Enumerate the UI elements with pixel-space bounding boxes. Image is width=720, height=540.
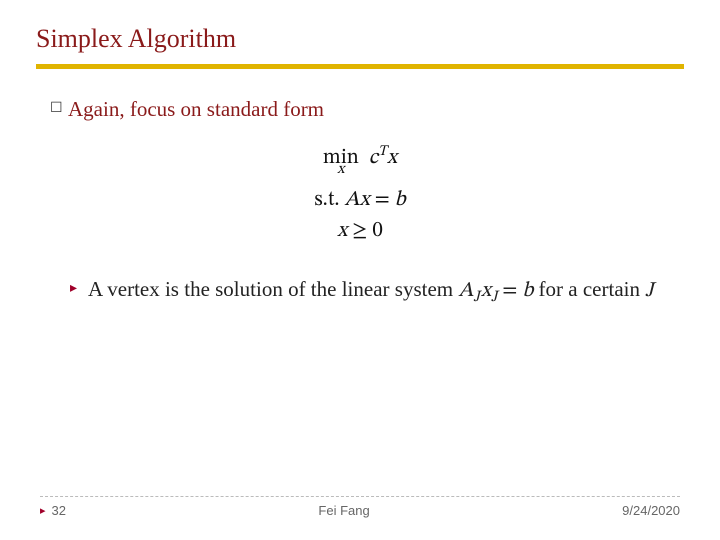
sub-text-post: for a certain <box>533 277 645 301</box>
inline-math-1: AJ xJ = b <box>458 280 533 301</box>
math-line-2: x ≥ 0 <box>50 215 670 247</box>
footer-row: ▸ 32 Fei Fang 9/24/2020 <box>40 503 680 518</box>
math-line-1: s.t. Ax = b <box>50 184 670 216</box>
footer-arrow-icon: ▸ <box>40 504 46 517</box>
bullet-text-0: Again, focus on standard form <box>68 95 324 123</box>
title-area: Simplex Algorithm <box>0 0 720 77</box>
inline-math-2: J <box>645 280 653 301</box>
math-line-0: min x cTx <box>50 141 670 174</box>
footer: ▸ 32 Fei Fang 9/24/2020 <box>40 496 680 518</box>
page-number: 32 <box>52 503 66 518</box>
footer-date: 9/24/2020 <box>622 503 680 518</box>
footer-center: Fei Fang <box>318 503 369 518</box>
sub-bullet-row: ▸ A vertex is the solution of the linear… <box>50 275 670 311</box>
arrow-icon: ▸ <box>70 275 88 303</box>
slide: Simplex Algorithm ☐ Again, focus on stan… <box>0 0 720 540</box>
footer-left: ▸ 32 <box>40 503 66 518</box>
checkbox-icon: ☐ <box>50 95 68 123</box>
sub-bullet-text: A vertex is the solution of the linear s… <box>88 275 654 311</box>
title-rule <box>36 64 684 69</box>
sub-text-pre: A vertex is the solution of the linear s… <box>88 277 458 301</box>
body-area: ☐ Again, focus on standard form min x cT… <box>0 77 720 311</box>
footer-rule <box>40 496 680 497</box>
math-block: min x cTx s.t. Ax = b x ≥ 0 <box>50 141 670 247</box>
slide-title: Simplex Algorithm <box>36 24 684 54</box>
bullet-row-0: ☐ Again, focus on standard form <box>50 95 670 123</box>
